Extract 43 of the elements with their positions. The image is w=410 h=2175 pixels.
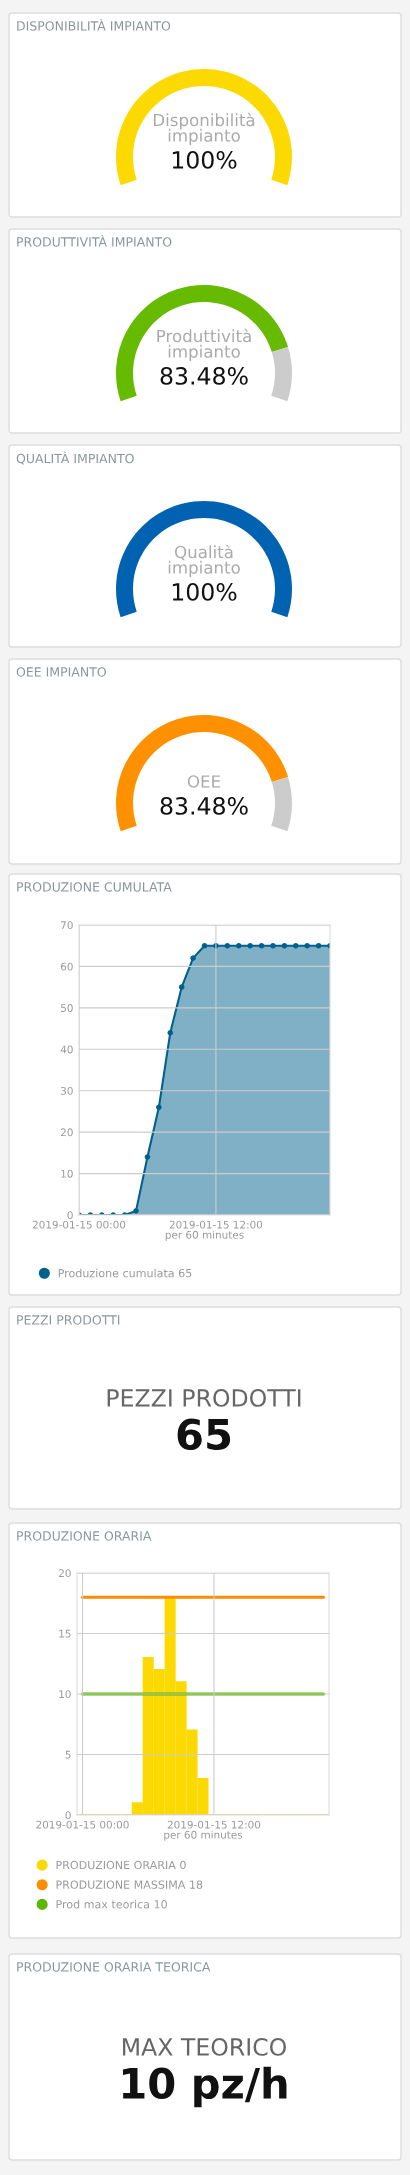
x-axis-title: per 60 minutes — [165, 1230, 244, 1241]
data-label: 100% — [172, 582, 237, 601]
slice-label: Produttività impianto — [157, 328, 251, 361]
chart-title: PRODUTTIVITÀ IMPIANTO — [17, 234, 172, 247]
chart-title: OEE IMPIANTO — [16, 667, 106, 677]
data-label: 100% — [172, 150, 237, 169]
x-axis-title: per 60 minutes — [164, 1830, 243, 1841]
text: PRODUZIONE ORARIA TEORICA — [17, 1962, 211, 1972]
x-tick-label: 2019-01-15 12:00 — [169, 1220, 263, 1229]
y-tick-label: 70 — [61, 921, 73, 930]
chart-title: PRODUZIONE CUMULATA — [17, 882, 172, 892]
y-tick-label: 0 — [65, 1811, 71, 1820]
chart-title: PRODUZIONE ORARIA — [17, 1531, 152, 1541]
y-tick-label: 10 — [59, 1690, 71, 1699]
slice-label: Qualità impianto — [168, 544, 240, 577]
y-tick-label: 20 — [58, 1569, 71, 1578]
y-tick-label: 30 — [60, 1086, 73, 1095]
text: PEZZI PRODOTTI — [107, 1388, 301, 1407]
legend-label: PRODUZIONE MASSIMA 18 — [56, 1880, 203, 1889]
chart-title: QUALITÀ IMPIANTO — [16, 451, 134, 465]
x-tick-label: 2019-01-15 12:00 — [167, 1820, 261, 1829]
text: 65 — [177, 1418, 231, 1451]
legend-label: Produzione cumulata 65 — [58, 1268, 192, 1278]
y-tick-label: 60 — [60, 962, 73, 971]
slice-label: OEE — [187, 775, 221, 788]
chart-title: DISPONIBILITÀ IMPIANTO — [17, 18, 171, 31]
text: PEZZI PRODOTTI — [17, 1315, 120, 1325]
y-tick-label: 20 — [60, 1128, 73, 1137]
legend-label: PRODUZIONE ORARIA 0 — [56, 1860, 186, 1870]
y-tick-label: 0 — [67, 1211, 73, 1220]
y-tick-label: 50 — [60, 1004, 73, 1012]
data-label: 83.48% — [160, 366, 248, 385]
y-tick-label: 5 — [65, 1750, 71, 1759]
text: 10 pz/h — [122, 2066, 287, 2108]
x-tick-label: 2019-01-15 00:00 — [36, 1820, 129, 1829]
y-tick-label: 15 — [59, 1629, 71, 1638]
y-tick-label: 10 — [61, 1169, 73, 1178]
legend-label: Prod max teorica 10 — [56, 1899, 167, 1909]
slice-label: Disponibilità impianto — [153, 112, 255, 145]
data-label: 83.48% — [160, 796, 248, 815]
text: MAX TEORICO — [123, 2037, 286, 2056]
y-tick-label: 40 — [60, 1045, 73, 1054]
x-tick-label: 2019-01-15 00:00 — [32, 1220, 126, 1229]
